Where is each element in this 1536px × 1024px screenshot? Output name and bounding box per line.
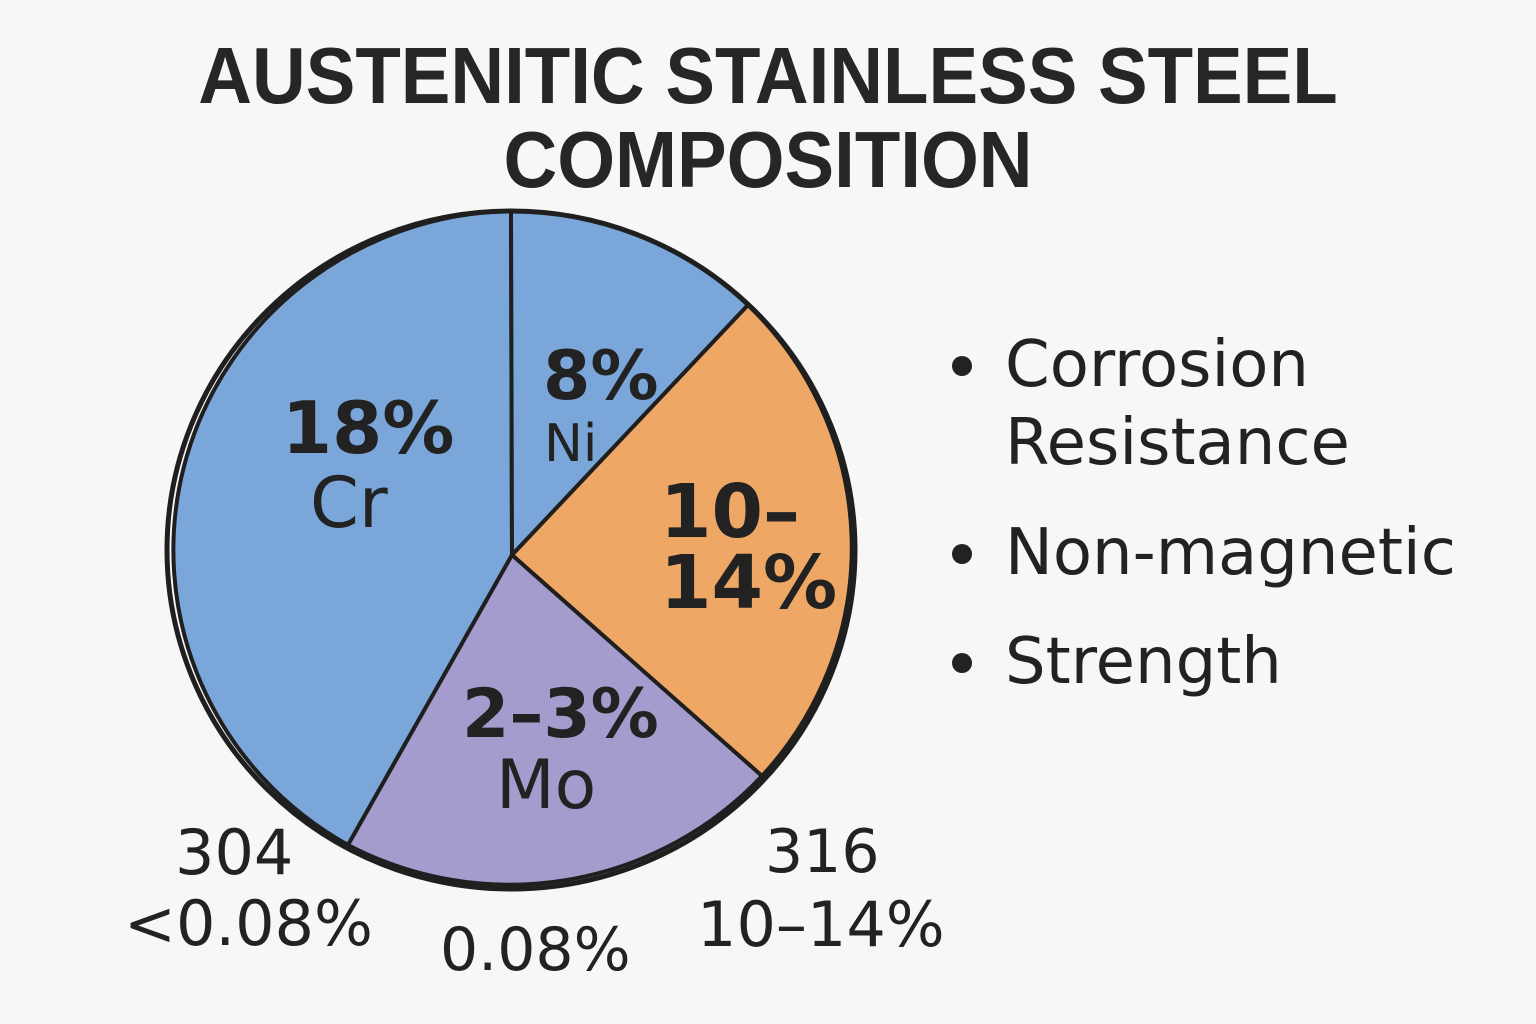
chart-title-line-1: AUSTENITIC STAINLESS STEEL — [198, 31, 1338, 120]
pie-outline — [164, 208, 858, 892]
slice-mo — [346, 553, 764, 887]
annotation-mid-carbon: 0.08% — [440, 915, 631, 985]
property-item-non-magnetic: Non-magnetic — [940, 514, 1456, 592]
property-item-corrosion-resistance: Corrosion Resistance — [940, 326, 1456, 482]
annotation-316-grade: 316 — [765, 817, 880, 887]
chart-title-line-2: COMPOSITION — [503, 115, 1033, 204]
annotation-316-nickel: 10–14% — [697, 888, 945, 961]
property-label: Non-magnetic — [1005, 516, 1456, 590]
property-label: Corrosion — [1005, 328, 1309, 402]
annotation-304-grade: 304 — [175, 816, 294, 889]
bullet-icon — [952, 356, 972, 376]
slice-cr-value: 18% — [282, 386, 455, 470]
bullet-icon — [952, 544, 972, 564]
slice-ni-value: 8% — [543, 337, 659, 416]
property-label: Strength — [1005, 625, 1282, 699]
properties-list: Corrosion Resistance Non-magnetic Streng… — [940, 326, 1456, 701]
slice-mo-element: Mo — [496, 746, 597, 825]
slice-ni316-value-line2: 14% — [660, 540, 838, 626]
annotation-304-carbon: <0.08% — [124, 887, 373, 960]
bullet-icon — [952, 653, 972, 673]
property-label-line2: Resistance — [1005, 406, 1350, 480]
slice-cr-element: Cr — [310, 462, 388, 544]
slice-ni-element: Ni — [544, 414, 598, 474]
slice-mo-value: 2–3% — [462, 675, 659, 754]
slice-ni316-value-line1: 10– — [660, 469, 800, 555]
property-item-strength: Strength — [940, 623, 1456, 701]
